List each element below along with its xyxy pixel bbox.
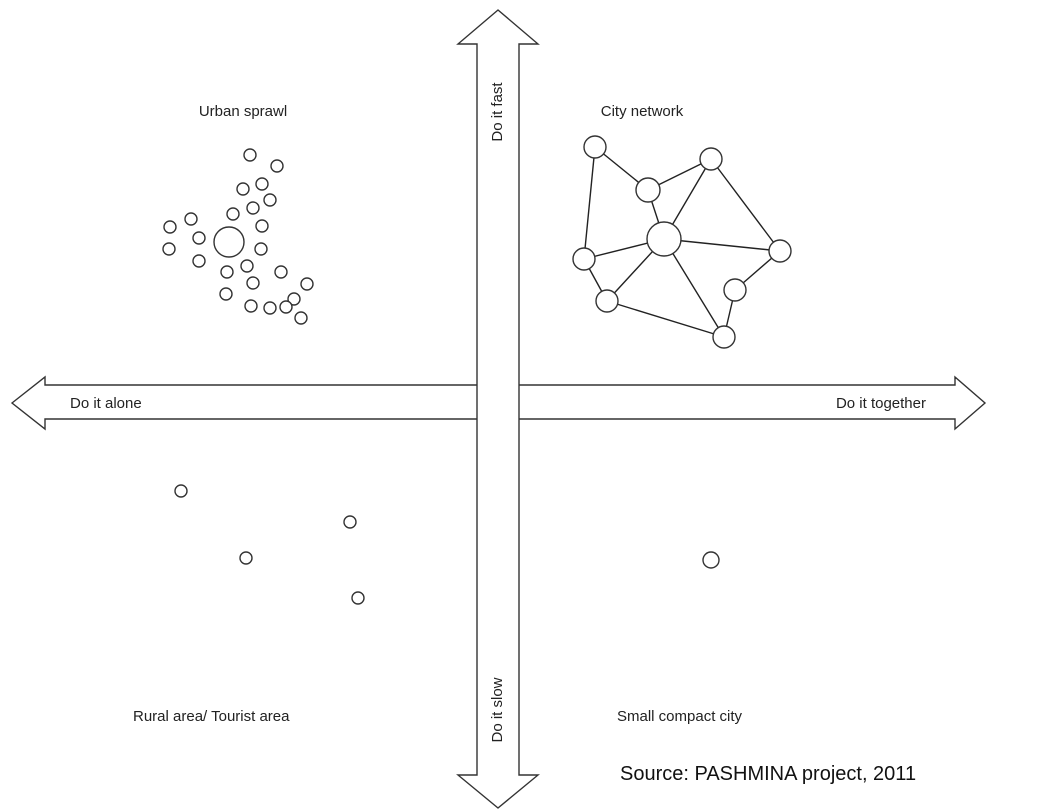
axis-label-do-it-alone: Do it alone bbox=[70, 395, 142, 412]
network-hub-node bbox=[646, 221, 682, 257]
sprawl-node bbox=[255, 219, 269, 233]
sprawl-node bbox=[162, 242, 176, 256]
sprawl-node bbox=[184, 212, 198, 226]
network-node bbox=[595, 289, 619, 313]
sprawl-node bbox=[240, 259, 254, 273]
quadrant-title-city-network: City network bbox=[601, 103, 684, 120]
city-network-graph bbox=[572, 135, 792, 349]
network-node bbox=[635, 177, 661, 203]
sprawl-node bbox=[192, 254, 206, 268]
network-node bbox=[712, 325, 736, 349]
rural-node bbox=[174, 484, 188, 498]
sprawl-node bbox=[294, 311, 308, 325]
sprawl-node bbox=[255, 177, 269, 191]
vertical-axis-arrow bbox=[456, 9, 540, 809]
network-node bbox=[583, 135, 607, 159]
sprawl-node bbox=[254, 242, 268, 256]
sprawl-node bbox=[243, 148, 257, 162]
sprawl-node bbox=[287, 292, 301, 306]
sprawl-node bbox=[163, 220, 177, 234]
network-node bbox=[699, 147, 723, 171]
sprawl-node bbox=[236, 182, 250, 196]
sprawl-node bbox=[246, 276, 260, 290]
sprawl-node bbox=[192, 231, 206, 245]
compact-city-node bbox=[702, 551, 720, 569]
network-edge bbox=[583, 146, 596, 260]
axis-label-do-it-slow: Do it slow bbox=[489, 677, 506, 742]
network-node bbox=[768, 239, 792, 263]
sprawl-center-node bbox=[213, 226, 245, 258]
sprawl-node bbox=[263, 301, 277, 315]
network-edge bbox=[663, 238, 725, 338]
sprawl-node bbox=[270, 159, 284, 173]
network-edge bbox=[606, 300, 725, 338]
sprawl-node bbox=[220, 265, 234, 279]
axis-label-do-it-together: Do it together bbox=[836, 395, 926, 412]
sprawl-node bbox=[244, 299, 258, 313]
sprawl-node bbox=[279, 300, 293, 314]
sprawl-node bbox=[300, 277, 314, 291]
source-caption: Source: PASHMINA project, 2011 bbox=[620, 763, 916, 785]
sprawl-node bbox=[274, 265, 288, 279]
urban-sprawl-cluster bbox=[162, 148, 314, 325]
network-edge bbox=[710, 158, 781, 252]
network-node bbox=[572, 247, 596, 271]
sprawl-node bbox=[263, 193, 277, 207]
sprawl-node bbox=[219, 287, 233, 301]
sprawl-node bbox=[226, 207, 240, 221]
axis-label-do-it-fast: Do it fast bbox=[489, 82, 506, 142]
network-node bbox=[723, 278, 747, 302]
quadrant-title-rural-area: Rural area/ Tourist area bbox=[133, 708, 290, 725]
network-edges bbox=[583, 146, 781, 338]
rural-node bbox=[343, 515, 357, 529]
quadrant-title-urban-sprawl: Urban sprawl bbox=[199, 103, 287, 120]
rural-node bbox=[351, 591, 365, 605]
rural-area-nodes bbox=[174, 484, 365, 605]
sprawl-node bbox=[246, 201, 260, 215]
quadrant-title-small-compact-city: Small compact city bbox=[617, 708, 743, 725]
network-edge bbox=[663, 238, 781, 252]
rural-node bbox=[239, 551, 253, 565]
